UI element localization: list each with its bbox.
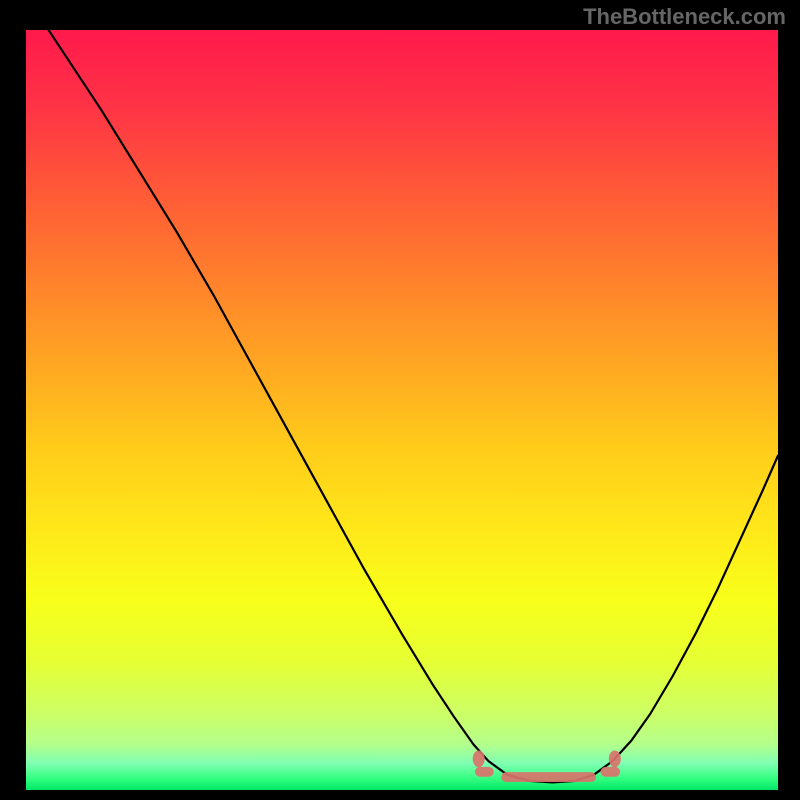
plot-svg (26, 30, 778, 790)
bottom-marker-segment (475, 767, 494, 777)
chart-container: TheBottleneck.com (0, 0, 800, 800)
bottom-marker-dot (473, 750, 485, 767)
bottom-marker-segment (601, 767, 621, 777)
bottom-marker-segment (501, 772, 596, 782)
gradient-background (26, 30, 778, 790)
bottom-marker-dot (609, 750, 621, 767)
plot-area (26, 30, 778, 790)
watermark-text: TheBottleneck.com (583, 4, 786, 30)
